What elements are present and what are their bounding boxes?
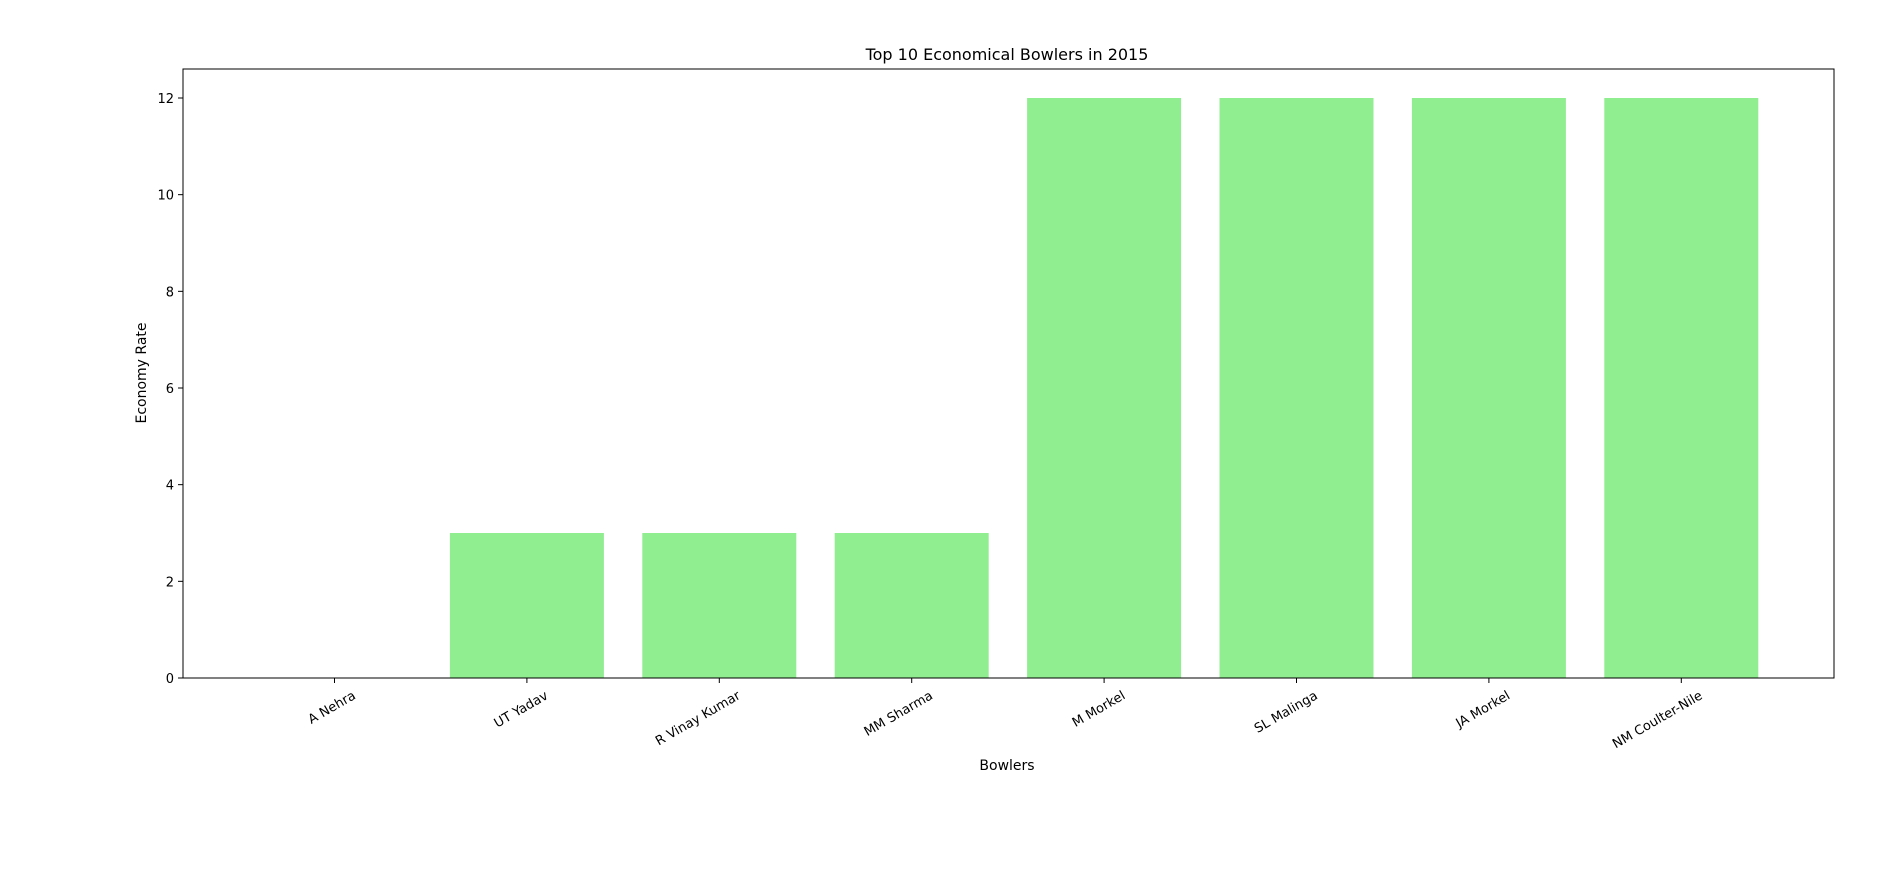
x-tick-label-1: UT Yadav (492, 688, 551, 731)
bar-5 (1219, 98, 1374, 678)
y-tick-label-4: 8 (166, 285, 174, 300)
y-tick-label-3: 6 (166, 382, 174, 397)
y-tick-label-6: 12 (157, 92, 174, 107)
bar-1 (449, 533, 604, 678)
bar-7 (1604, 98, 1759, 678)
bar-2 (642, 533, 797, 678)
bar-4 (1027, 98, 1182, 678)
chart-title: Top 10 Economical Bowlers in 2015 (865, 45, 1149, 64)
x-tick-label-7: NM Coulter-Nile (1610, 688, 1705, 752)
x-axis-label: Bowlers (979, 758, 1034, 774)
bar-3 (834, 533, 989, 678)
plot-frame (182, 68, 1835, 679)
y-axis: 0 2 4 6 8 10 12 (157, 92, 183, 687)
x-tick-label-3: MM Sharma (862, 688, 936, 739)
y-tick-label-2: 4 (166, 479, 174, 494)
bar-6 (1411, 98, 1566, 678)
y-tick-label-1: 2 (166, 575, 174, 590)
x-tick-label-2: R Vinay Kumar (653, 688, 744, 749)
y-tick-label-5: 10 (157, 189, 174, 204)
bars-group (449, 98, 1759, 678)
x-tick-label-4: M Morkel (1070, 688, 1128, 730)
y-tick-label-0: 0 (166, 672, 174, 687)
y-axis-label: Economy Rate (134, 322, 150, 423)
x-axis: A Nehra UT Yadav R Vinay Kumar MM Sharma M M… (306, 678, 1705, 752)
x-tick-label-5: SL Malinga (1252, 688, 1321, 736)
x-tick-label-0: A Nehra (306, 688, 359, 727)
x-tick-label-6: JA Morkel (1453, 688, 1513, 731)
